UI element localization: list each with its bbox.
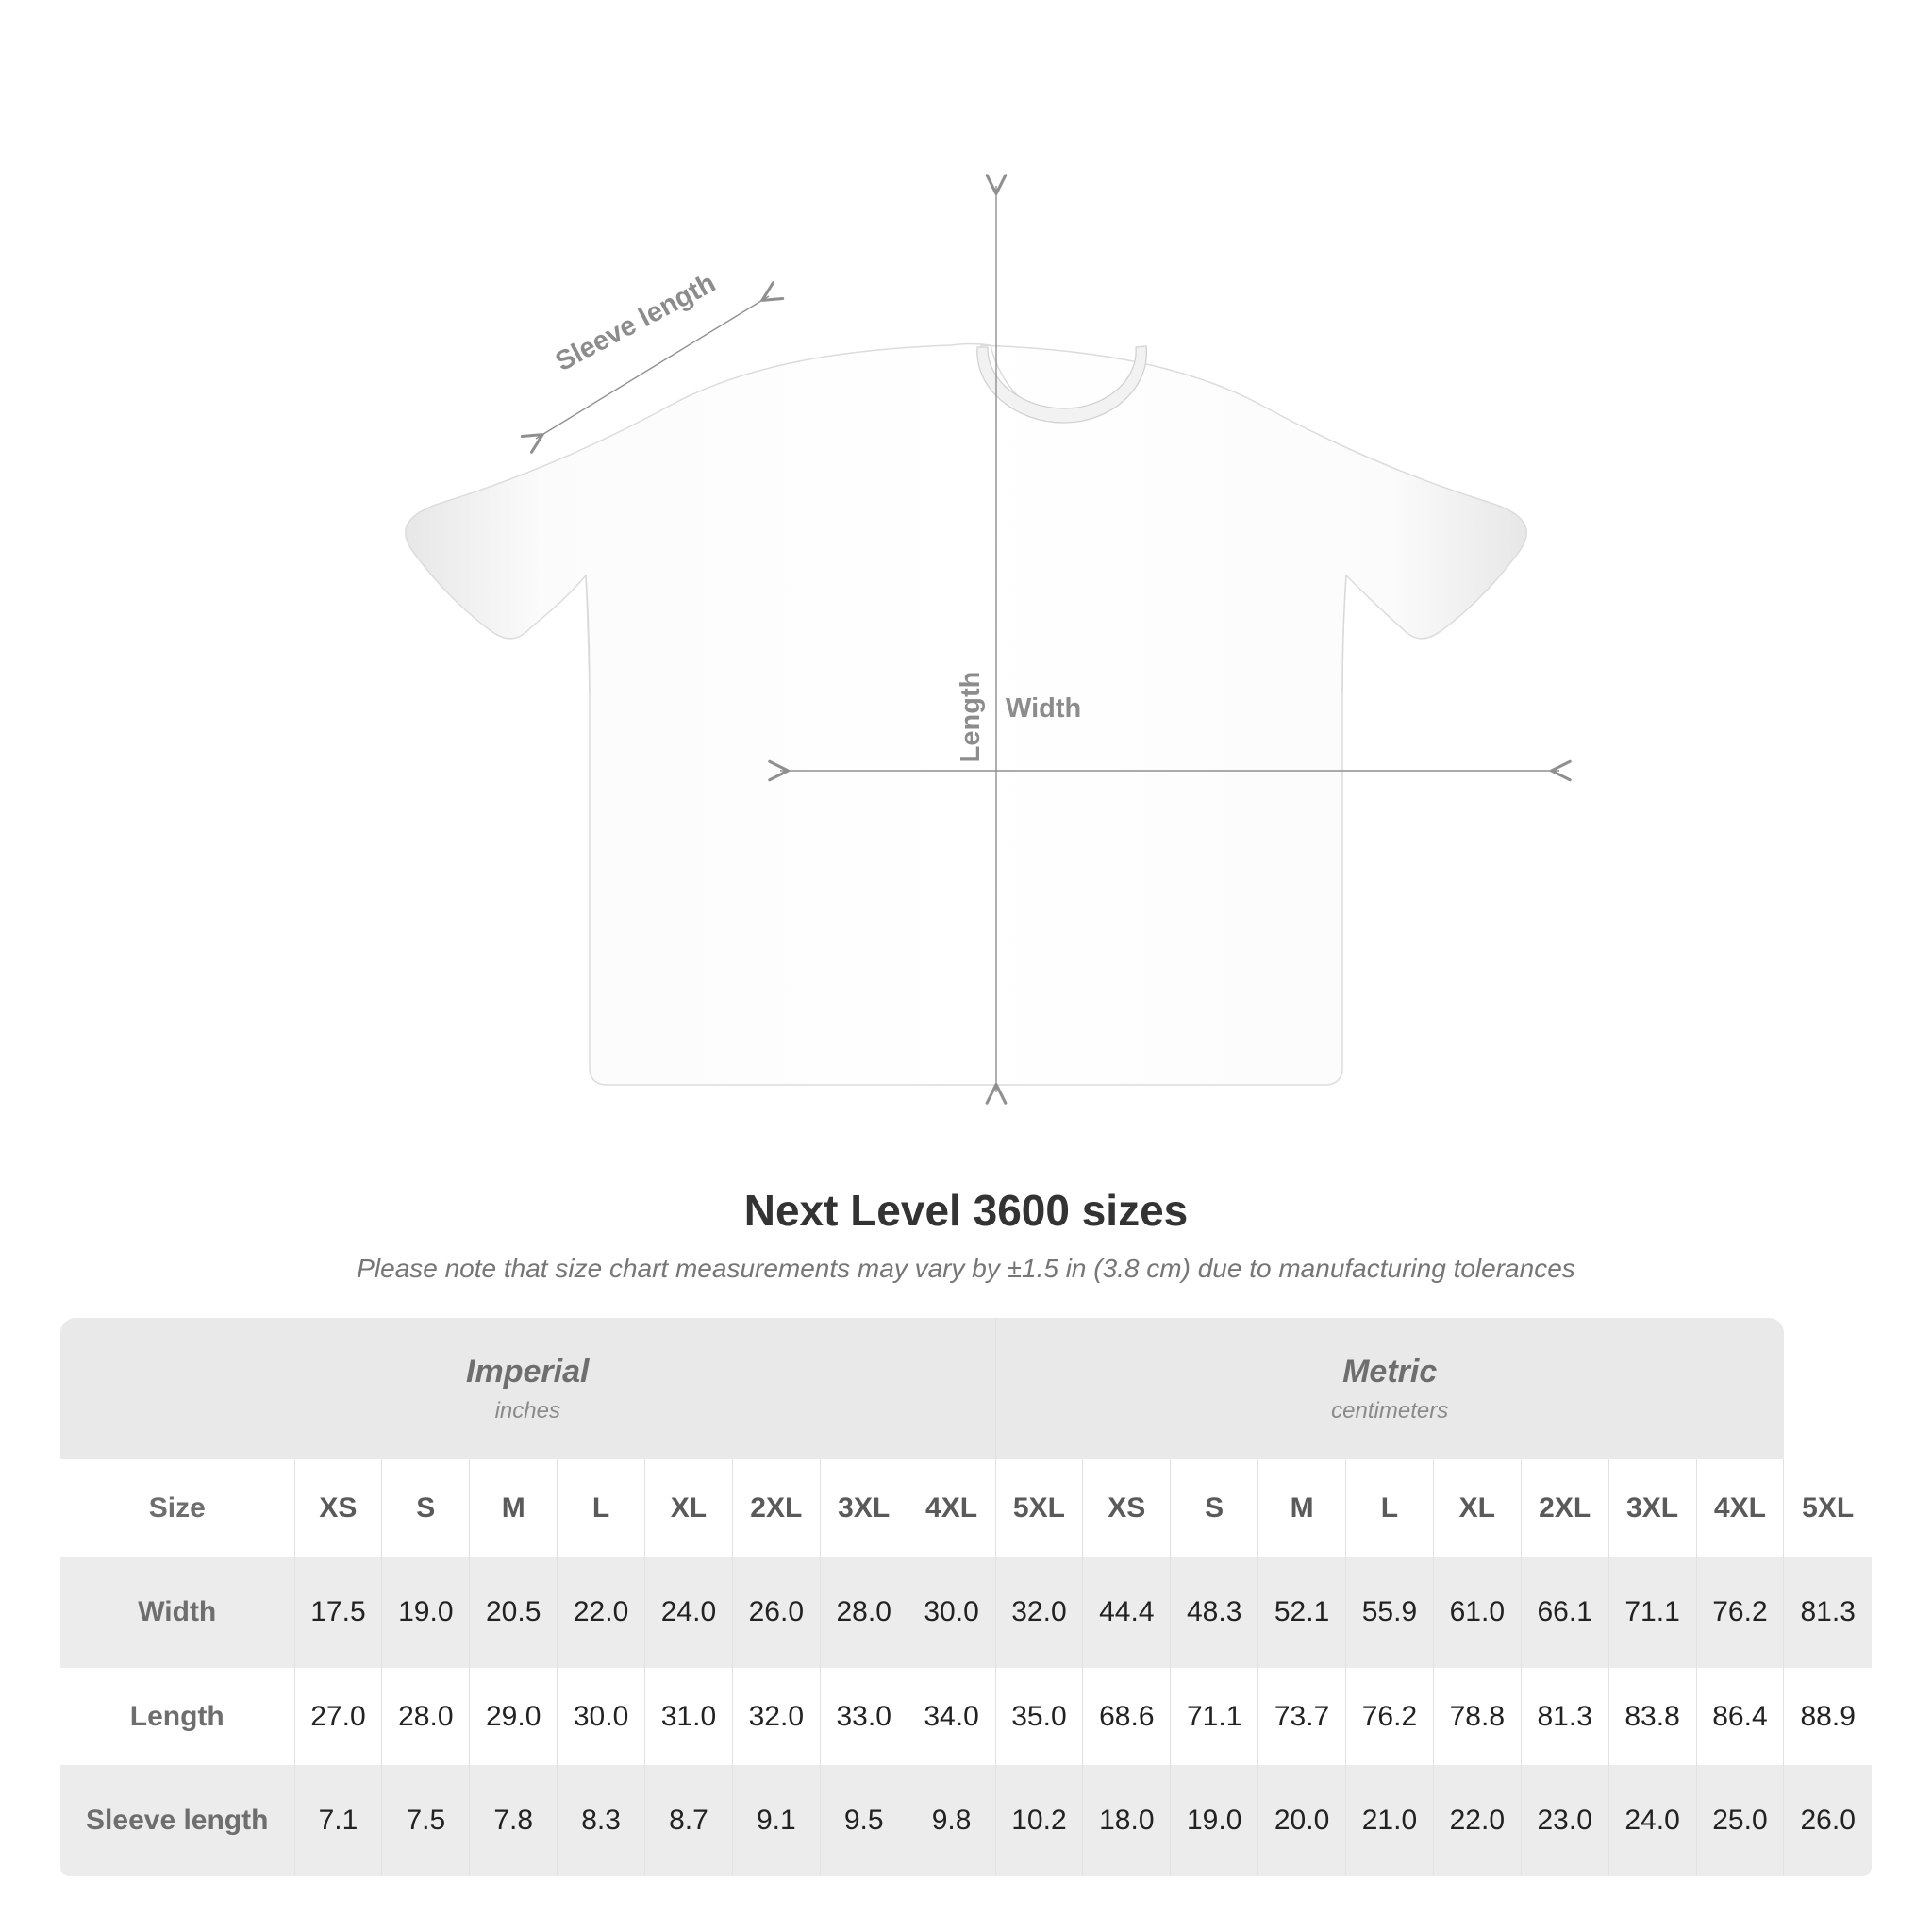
svg-text:Length: Length — [956, 672, 986, 763]
svg-text:Sleeve length: Sleeve length — [551, 268, 721, 377]
svg-text:Width: Width — [1006, 693, 1081, 724]
